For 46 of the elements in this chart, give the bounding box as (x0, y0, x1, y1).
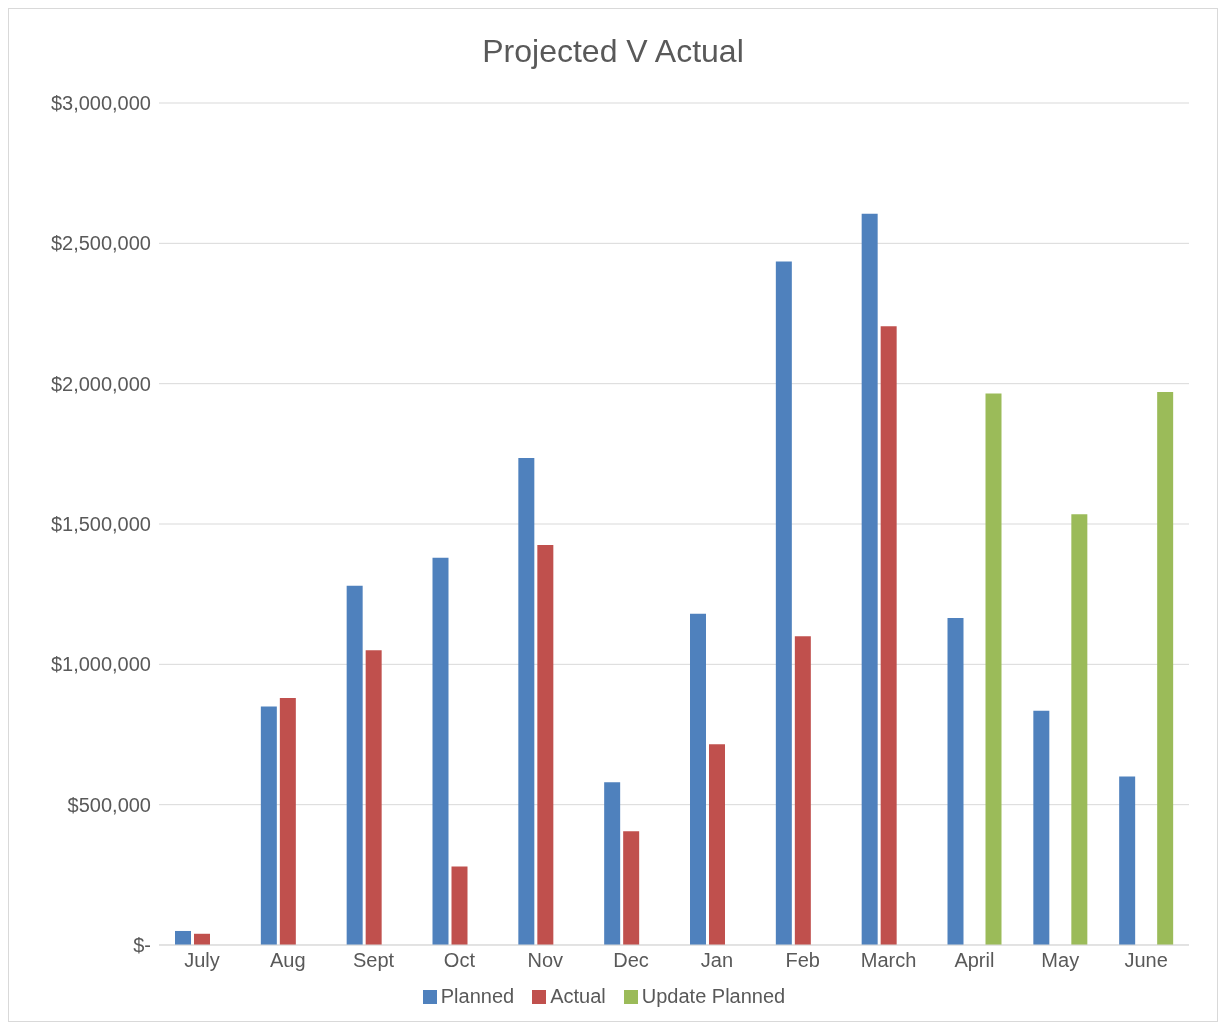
bar (175, 930, 191, 945)
y-tick-label: $1,500,000 (50, 513, 151, 536)
y-tick-label: $- (133, 934, 151, 957)
y-tick-label: $3,000,000 (50, 92, 151, 115)
x-tick-label: Nov (527, 949, 564, 972)
bar (279, 698, 296, 945)
bar (794, 636, 811, 945)
bar (1157, 392, 1174, 945)
bar (537, 545, 554, 945)
y-tick-label: $2,500,000 (50, 232, 151, 255)
y-tick-label: $500,000 (67, 793, 151, 816)
bar (690, 613, 706, 945)
legend-label: Planned (440, 985, 515, 1008)
x-tick-label: July (184, 949, 220, 972)
y-tick-label: $2,000,000 (50, 372, 151, 395)
x-tick-label: Feb (785, 949, 820, 972)
bar (346, 585, 363, 945)
legend-label: Update Planned (641, 985, 786, 1008)
x-tick-label: Sept (353, 949, 395, 972)
y-tick-label: $1,000,000 (50, 653, 151, 676)
x-tick-label: May (1041, 949, 1080, 972)
bar (260, 706, 277, 945)
x-tick-label: April (954, 949, 995, 972)
bar (1071, 514, 1088, 945)
x-tick-label: Jan (700, 949, 734, 972)
legend-label: Actual (550, 985, 606, 1008)
chart-title: Projected V Actual (481, 32, 745, 71)
bar (518, 458, 535, 945)
bar (880, 326, 897, 945)
bar (985, 393, 1002, 945)
bar (1119, 776, 1136, 945)
x-tick-label: June (1124, 949, 1168, 972)
x-tick-label: Aug (269, 949, 306, 972)
bar (1033, 710, 1050, 945)
bar (775, 261, 792, 945)
bar (861, 213, 878, 945)
x-tick-label: Dec (613, 949, 649, 972)
bar (432, 557, 449, 945)
bar (604, 782, 621, 945)
bar (623, 831, 640, 945)
x-tick-label: March (860, 949, 917, 972)
bar (947, 618, 964, 945)
bar (365, 650, 382, 945)
x-tick-label: Oct (443, 949, 476, 972)
bar (451, 866, 468, 945)
bar (709, 744, 725, 945)
